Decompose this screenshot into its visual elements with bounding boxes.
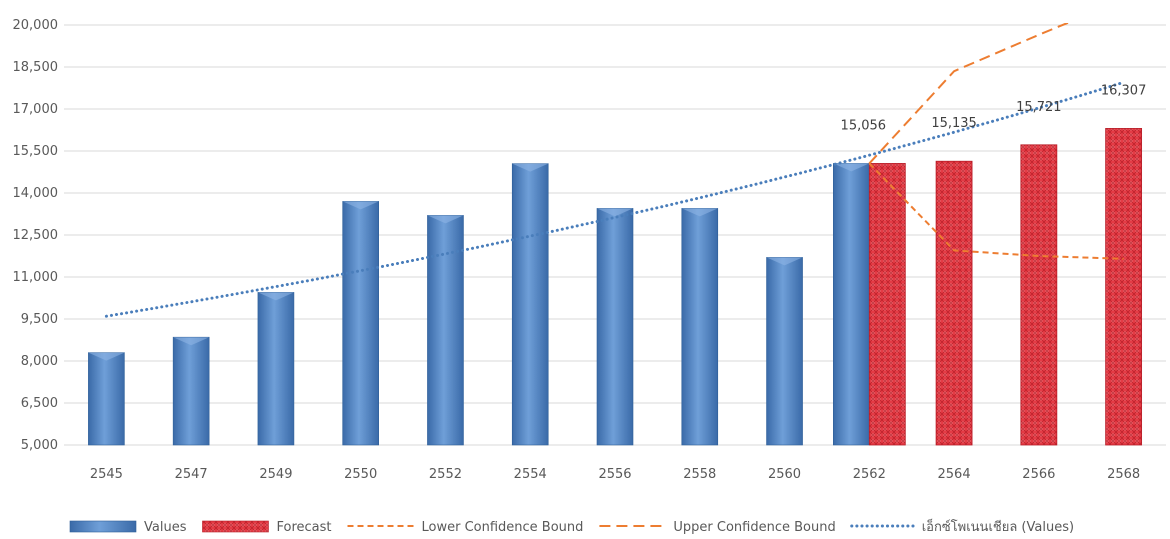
bar-forecast: [1105, 128, 1143, 446]
bar-values: [257, 292, 295, 446]
x-tick-label: 2552: [429, 467, 462, 482]
legend: Values Forecast Lower Confidence Bound Uppe…: [69, 517, 1074, 535]
bar-values-bevel: [833, 163, 870, 172]
x-tick-label: 2556: [598, 467, 631, 482]
series-lines: [104, 23, 1126, 318]
line-upper-confidence-bound: [868, 23, 1071, 165]
bar-values-bevel: [681, 208, 718, 217]
data-label-forecast: 15,056: [841, 118, 887, 133]
axes: 5,000 6,500 8,000 9,500 11,000 12,500 14,000 15…: [13, 18, 1141, 482]
bar-values: [342, 201, 379, 446]
bar-forecast: [1020, 144, 1058, 446]
x-tick-label: 2560: [768, 467, 801, 482]
data-labels: 15,056 15,135 15,721 16,307: [841, 83, 1147, 133]
bar-forecast: [935, 160, 973, 446]
bar-values: [427, 215, 464, 446]
legend-swatch-values: [69, 520, 137, 533]
x-tick-label: 2547: [175, 467, 208, 482]
bar-values-bevel: [766, 257, 803, 266]
line-lower-confidence-bound: [868, 162, 1124, 260]
bar-values: [172, 336, 210, 446]
x-tick-label: 2562: [853, 467, 886, 482]
y-tick-label: 20,000: [13, 18, 59, 33]
x-tick-label: 2554: [514, 467, 547, 482]
bar-values: [88, 352, 125, 446]
legend-label: Upper Confidence Bound: [673, 520, 835, 535]
bar-values-bevel: [173, 337, 210, 346]
bar-values-bevel: [257, 292, 294, 301]
bar-values: [681, 208, 719, 446]
data-label-forecast: 15,135: [931, 116, 977, 131]
legend-swatch-forecast: [202, 520, 269, 533]
legend-label: Values: [144, 520, 187, 535]
bar-values: [511, 163, 549, 446]
bar-values-bevel: [342, 201, 379, 210]
y-tick-label: 8,000: [21, 354, 58, 369]
bar-values-bevel: [88, 352, 125, 361]
x-tick-label: 2549: [259, 467, 292, 482]
bar-values: [766, 257, 803, 446]
data-label-forecast: 16,307: [1101, 83, 1147, 98]
y-tick-label: 18,500: [13, 60, 59, 75]
x-tick-label: 2558: [683, 467, 716, 482]
legend-label: Forecast: [276, 520, 331, 535]
y-tick-label: 17,000: [13, 102, 59, 117]
x-tick-label: 2568: [1107, 467, 1140, 482]
y-tick-label: 5,000: [21, 438, 58, 453]
x-tick-label: 2550: [344, 467, 377, 482]
bars: [88, 128, 1143, 446]
y-tick-label: 9,500: [21, 312, 58, 327]
y-tick-label: 15,500: [13, 144, 59, 159]
bar-forecast: [868, 163, 906, 446]
y-tick-label: 6,500: [21, 396, 58, 411]
x-tick-label: 2545: [90, 467, 123, 482]
legend-label: เอ็กซ์โพเนนเชียล (Values): [922, 517, 1074, 535]
y-tick-label: 12,500: [13, 228, 59, 243]
bar-values-bevel: [512, 163, 549, 172]
y-tick-label: 14,000: [13, 186, 59, 201]
line-exponential-trend: [104, 80, 1126, 318]
legend-label: Lower Confidence Bound: [422, 520, 584, 535]
bar-values-bevel: [597, 208, 633, 217]
y-tick-label: 11,000: [13, 270, 59, 285]
bar-values: [596, 208, 634, 446]
bar-values-bevel: [427, 215, 464, 224]
x-tick-label: 2564: [938, 467, 971, 482]
bar-values: [833, 163, 870, 446]
data-label-forecast: 15,721: [1016, 100, 1062, 115]
x-tick-label: 2566: [1022, 467, 1055, 482]
